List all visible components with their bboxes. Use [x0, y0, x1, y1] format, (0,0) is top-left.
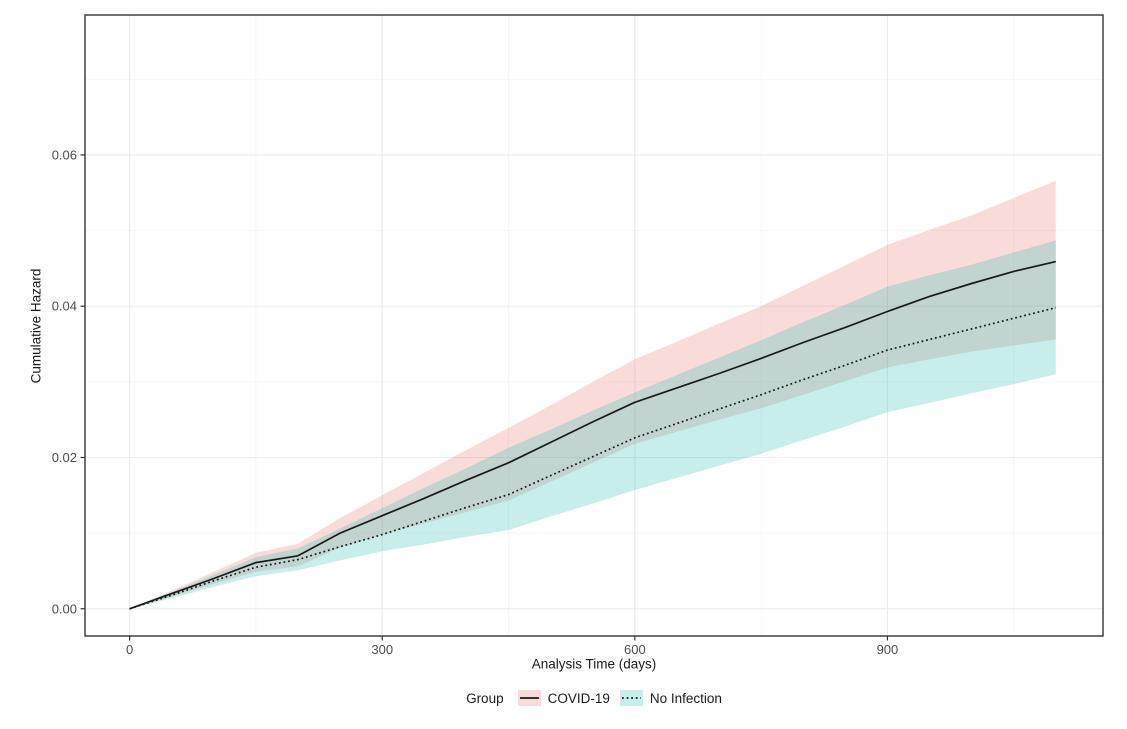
x-axis-tick-label: 900 [877, 642, 899, 657]
y-axis-tick-label: 0.00 [52, 601, 77, 616]
legend-key-no-infection-icon [619, 690, 643, 706]
y-axis-tick-label: 0.04 [52, 299, 77, 314]
panel-border [84, 14, 1104, 637]
y-axis-title: Cumulative Hazard [28, 268, 44, 384]
plot-panel [85, 15, 1103, 636]
no-infection-confidence-band [129, 240, 1056, 609]
no-infection-line [129, 306, 1057, 610]
y-axis-tick-label: 0.06 [52, 147, 77, 162]
y-axis-tick-label: 0.02 [52, 450, 77, 465]
legend-key-covid19-icon [517, 690, 541, 706]
legend: Group COVID-19 No Infection [85, 690, 1103, 706]
covid19-confidence-band [129, 180, 1056, 609]
legend-item-no-infection: No Infection [619, 690, 722, 706]
covid19-line [129, 260, 1056, 610]
legend-title: Group [466, 690, 504, 706]
x-axis-tick-label: 300 [371, 642, 393, 657]
legend-label-covid19: COVID-19 [547, 690, 610, 706]
x-axis-title: Analysis Time (days) [531, 656, 657, 672]
legend-label-no-infection: No Infection [649, 690, 722, 706]
x-axis-tick-label: 600 [624, 642, 646, 657]
x-axis-tick-label: 0 [126, 642, 133, 657]
legend-item-covid19: COVID-19 [517, 690, 610, 706]
